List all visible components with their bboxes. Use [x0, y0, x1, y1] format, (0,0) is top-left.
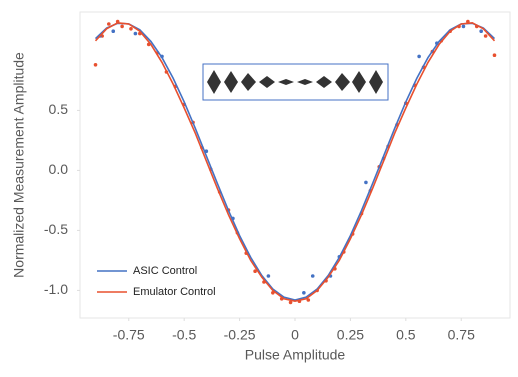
data-point	[107, 22, 111, 26]
x-axis-title: Pulse Amplitude	[245, 347, 346, 363]
data-point	[129, 27, 133, 31]
y-tick-label: -0.5	[44, 221, 68, 237]
data-point	[484, 34, 488, 38]
x-tick-label: 0.75	[448, 327, 475, 343]
data-point	[302, 291, 306, 295]
x-tick-label: 0.25	[337, 327, 364, 343]
data-point	[134, 32, 138, 36]
background	[0, 0, 518, 377]
data-point	[111, 29, 115, 33]
data-point	[493, 53, 497, 57]
data-point	[267, 274, 271, 278]
inset-pulse-image	[203, 64, 388, 100]
data-point	[364, 181, 368, 185]
legend-label: ASIC Control	[133, 265, 197, 277]
data-point	[311, 274, 315, 278]
data-point	[94, 63, 98, 67]
x-tick-label: 0	[291, 327, 299, 343]
data-point	[120, 25, 124, 29]
y-tick-label: 0.5	[49, 101, 69, 117]
x-tick-label: -0.75	[113, 327, 145, 343]
chart: Pulse Amplitude Normalized Measurement A…	[0, 0, 518, 377]
data-point	[417, 55, 421, 59]
x-tick-label: -0.5	[172, 327, 196, 343]
legend-label: Emulator Control	[133, 286, 216, 298]
data-point	[462, 25, 466, 29]
x-tick-label: 0.5	[396, 327, 416, 343]
data-point	[479, 29, 483, 33]
y-tick-label: -1.0	[44, 281, 68, 297]
y-tick-label: 0.0	[49, 161, 69, 177]
y-axis-title: Normalized Measurement Amplitude	[11, 52, 27, 278]
x-tick-label: -0.25	[224, 327, 256, 343]
